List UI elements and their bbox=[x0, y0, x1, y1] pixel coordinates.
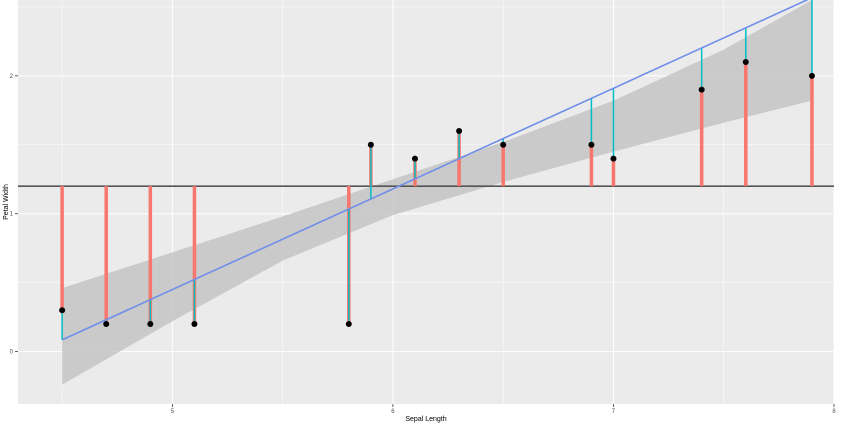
data-point bbox=[345, 321, 352, 328]
data-point bbox=[456, 127, 463, 134]
regression-line-layer bbox=[61, 0, 809, 341]
data-point bbox=[59, 307, 66, 314]
confidence-band bbox=[62, 0, 812, 385]
y-axis-title: Petal Width bbox=[3, 184, 10, 220]
y-tick-label: 1 bbox=[10, 212, 14, 218]
data-point bbox=[500, 141, 507, 148]
regression-line bbox=[61, 0, 809, 341]
data-point bbox=[411, 155, 418, 162]
data-point bbox=[808, 72, 815, 79]
x-tick-label: 5 bbox=[171, 409, 175, 415]
major-gridlines bbox=[18, 0, 835, 404]
data-point bbox=[191, 321, 198, 328]
data-point bbox=[698, 86, 705, 93]
x-axis-ticks: 5 6 7 8 bbox=[171, 404, 836, 415]
data-point bbox=[588, 141, 595, 148]
data-points bbox=[59, 59, 815, 328]
y-tick-label: 2 bbox=[10, 74, 14, 80]
data-point bbox=[147, 321, 154, 328]
x-tick-label: 8 bbox=[832, 409, 836, 415]
data-point bbox=[367, 141, 374, 148]
x-tick-label: 6 bbox=[391, 409, 395, 415]
x-tick-label: 7 bbox=[612, 409, 616, 415]
data-point bbox=[103, 321, 110, 328]
y-tick-label: 0 bbox=[10, 350, 14, 356]
data-point bbox=[742, 59, 749, 66]
residual-to-fit-segments bbox=[61, 0, 813, 340]
x-axis-title: Sepal Length bbox=[405, 416, 446, 423]
data-point bbox=[610, 155, 617, 162]
confidence-band-layer bbox=[62, 0, 812, 385]
y-axis-ticks: 0 1 2 bbox=[10, 74, 18, 356]
